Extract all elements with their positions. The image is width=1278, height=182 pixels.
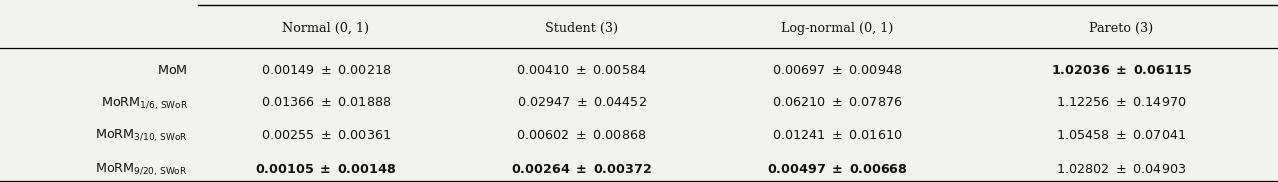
Text: $0.00602\ \pm\ 0.00868$: $0.00602\ \pm\ 0.00868$ <box>516 129 647 142</box>
Text: $\mathbf{0.00264\ \pm\ 0.00372}$: $\mathbf{0.00264\ \pm\ 0.00372}$ <box>511 163 652 176</box>
Text: $0.00255\ \pm\ 0.00361$: $0.00255\ \pm\ 0.00361$ <box>261 129 391 142</box>
Text: $0.01366\ \pm\ 0.01888$: $0.01366\ \pm\ 0.01888$ <box>261 96 391 109</box>
Text: $1.02802\ \pm\ 0.04903$: $1.02802\ \pm\ 0.04903$ <box>1057 163 1186 176</box>
Text: $\mathrm{MoM}$: $\mathrm{MoM}$ <box>157 64 188 77</box>
Text: $1.12256\ \pm\ 0.14970$: $1.12256\ \pm\ 0.14970$ <box>1056 96 1187 109</box>
Text: $\mathbf{0.00497\ \pm\ 0.00668}$: $\mathbf{0.00497\ \pm\ 0.00668}$ <box>767 163 907 176</box>
Text: $0.00697\ \pm\ 0.00948$: $0.00697\ \pm\ 0.00948$ <box>772 64 902 77</box>
Text: $0.01241\ \pm\ 0.01610$: $0.01241\ \pm\ 0.01610$ <box>772 129 902 142</box>
Text: $1.05458\ \pm\ 0.07041$: $1.05458\ \pm\ 0.07041$ <box>1057 129 1186 142</box>
Text: Log-normal (0, 1): Log-normal (0, 1) <box>781 22 893 35</box>
Text: $0.00149\ \pm\ 0.00218$: $0.00149\ \pm\ 0.00218$ <box>261 64 391 77</box>
Text: $0.06210\ \pm\ 0.07876$: $0.06210\ \pm\ 0.07876$ <box>772 96 902 109</box>
Text: $\mathrm{MoRM}_{1/6,\,\mathrm{SWoR}}$: $\mathrm{MoRM}_{1/6,\,\mathrm{SWoR}}$ <box>101 95 188 111</box>
Text: Normal (0, 1): Normal (0, 1) <box>282 22 369 35</box>
Text: $\mathrm{MoRM}_{3/10,\,\mathrm{SWoR}}$: $\mathrm{MoRM}_{3/10,\,\mathrm{SWoR}}$ <box>95 128 188 143</box>
Text: $\mathbf{1.02036\ \pm\ 0.06115}$: $\mathbf{1.02036\ \pm\ 0.06115}$ <box>1051 64 1192 77</box>
Text: Student (3): Student (3) <box>544 22 619 35</box>
Text: Pareto (3): Pareto (3) <box>1089 22 1154 35</box>
Text: $0.02947\ \pm\ 0.04452$: $0.02947\ \pm\ 0.04452$ <box>516 96 647 109</box>
Text: $\mathbf{0.00105\ \pm\ 0.00148}$: $\mathbf{0.00105\ \pm\ 0.00148}$ <box>256 163 396 176</box>
Text: $0.00410\ \pm\ 0.00584$: $0.00410\ \pm\ 0.00584$ <box>516 64 647 77</box>
Text: $\mathrm{MoRM}_{9/20,\,\mathrm{SWoR}}$: $\mathrm{MoRM}_{9/20,\,\mathrm{SWoR}}$ <box>96 161 188 177</box>
